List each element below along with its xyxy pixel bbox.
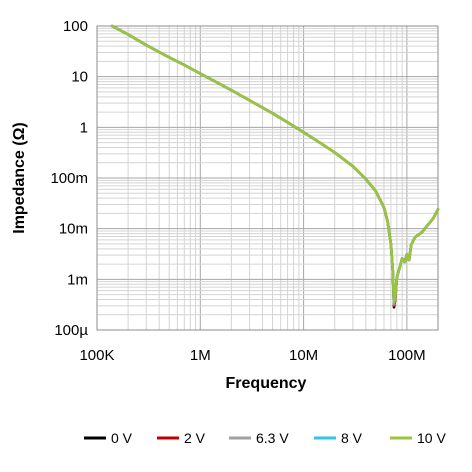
x-tick-label: 100M	[388, 347, 426, 364]
x-tick-label: 100K	[79, 347, 114, 364]
x-tick-label: 1M	[190, 347, 211, 364]
grid	[96, 25, 439, 331]
y-axis-ticks: 100 10 1 100m 10m 1m 100µ	[50, 18, 88, 339]
x-tick-label: 10M	[289, 347, 318, 364]
legend: 0 V 2 V 6.3 V 8 V 10 V	[84, 430, 446, 446]
legend-item: 8 V	[314, 430, 363, 446]
legend-label: 0 V	[111, 430, 133, 446]
series-line	[110, 24, 440, 304]
y-tick-label: 1m	[67, 271, 88, 288]
legend-label: 8 V	[341, 430, 363, 446]
x-axis-ticks: 100K 1M 10M 100M	[79, 347, 425, 364]
legend-item: 10 V	[390, 430, 446, 446]
plot-frame	[96, 25, 439, 331]
y-tick-label: 1	[80, 119, 88, 136]
legend-label: 10 V	[417, 430, 446, 446]
legend-item: 6.3 V	[229, 430, 289, 446]
legend-item: 2 V	[157, 430, 206, 446]
legend-label: 2 V	[184, 430, 206, 446]
x-axis-title: Frequency	[226, 375, 307, 392]
y-axis-title: Impedance (Ω)	[11, 122, 28, 234]
legend-item: 0 V	[84, 430, 133, 446]
series-lines	[110, 24, 440, 309]
y-tick-label: 100µ	[54, 322, 88, 339]
y-tick-label: 100	[63, 18, 88, 35]
y-tick-label: 100m	[50, 170, 88, 187]
y-tick-label: 10m	[59, 221, 88, 238]
legend-label: 6.3 V	[256, 430, 289, 446]
y-tick-label: 10	[71, 69, 88, 86]
